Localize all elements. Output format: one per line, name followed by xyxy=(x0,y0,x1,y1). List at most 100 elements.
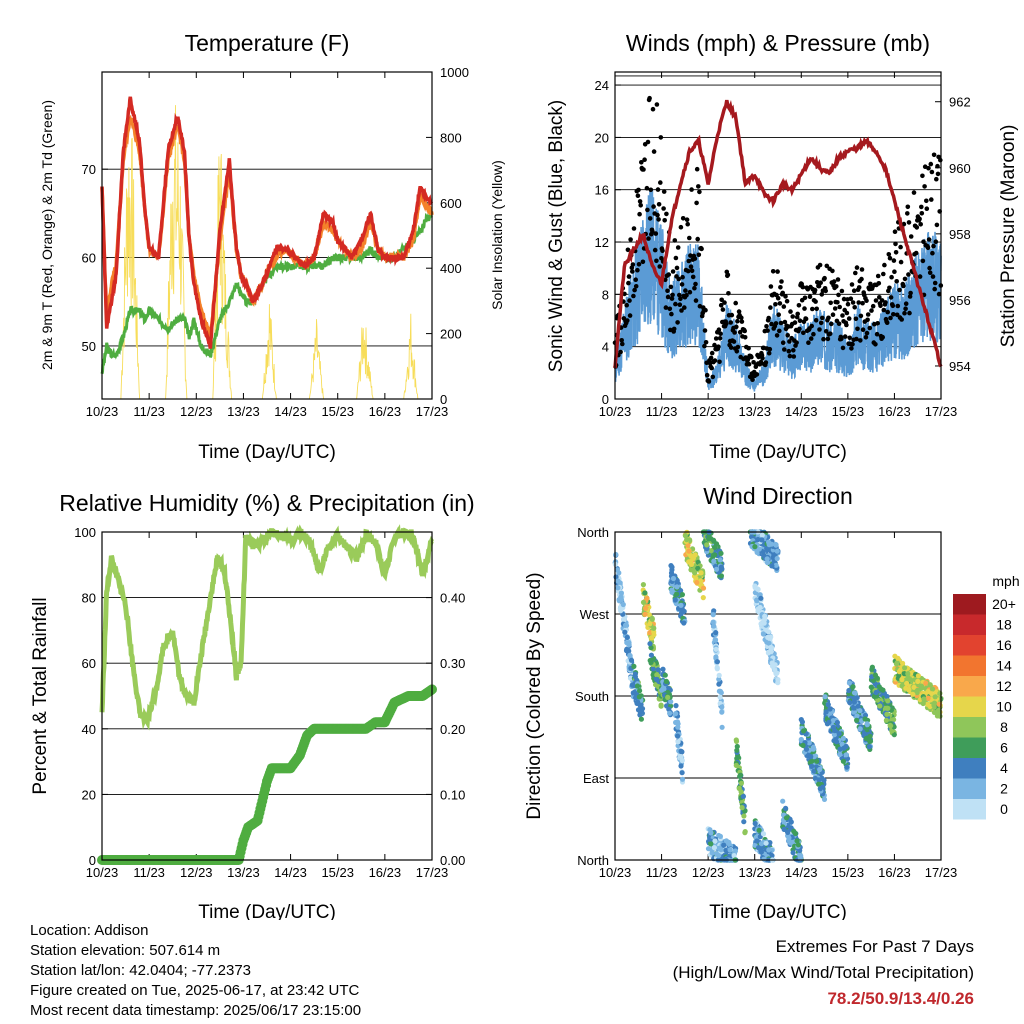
direction-point xyxy=(678,602,684,608)
gust-point xyxy=(657,264,662,269)
direction-point xyxy=(816,781,822,787)
direction-point xyxy=(851,696,858,703)
direction-point xyxy=(768,644,774,650)
gust-point xyxy=(858,338,863,343)
gust-point xyxy=(625,318,630,323)
direction-point xyxy=(738,780,745,786)
gust-point xyxy=(890,303,896,309)
gust-point xyxy=(849,282,855,287)
gust-point xyxy=(780,290,785,296)
humidity-ylabel: Percent & Total Rainfall xyxy=(30,597,51,794)
gust-point xyxy=(902,310,907,316)
direction-ylabel: Direction (Colored By Speed) xyxy=(524,572,545,819)
gust-point xyxy=(679,308,684,313)
direction-point xyxy=(905,671,911,677)
gust-point xyxy=(797,318,803,324)
gust-point xyxy=(782,319,788,325)
gust-point xyxy=(785,333,790,338)
speed-legend: mph 20+ 18 16 14 12 10 8 6 4 2 0 xyxy=(953,573,1020,820)
gust-points xyxy=(612,95,944,384)
direction-point xyxy=(885,705,891,711)
y2-tick-label: 800 xyxy=(440,130,462,145)
direction-point xyxy=(762,613,768,620)
direction-point xyxy=(714,659,721,665)
gust-point xyxy=(845,301,851,307)
y-tick-label: North xyxy=(577,853,609,868)
direction-point xyxy=(826,719,832,726)
gust-point xyxy=(930,250,935,256)
gust-point xyxy=(921,239,926,244)
direction-point xyxy=(752,544,758,550)
gust-point xyxy=(865,312,871,317)
direction-point xyxy=(684,537,690,543)
gust-point xyxy=(630,262,636,267)
direction-point xyxy=(651,625,657,631)
gust-point xyxy=(918,222,923,227)
x-tick-label: 15/23 xyxy=(321,865,354,880)
direction-point xyxy=(806,740,812,746)
gust-point xyxy=(869,308,874,313)
gust-point xyxy=(697,189,702,195)
direction-point xyxy=(653,682,659,688)
gust-point xyxy=(647,216,653,221)
gust-point xyxy=(673,255,679,261)
gust-point xyxy=(810,306,815,312)
direction-point xyxy=(673,703,679,709)
extremes-subtitle: (High/Low/Max Wind/Total Precipitation) xyxy=(672,963,974,982)
gust-point xyxy=(791,348,796,353)
y2-tick-label: 0 xyxy=(440,392,447,407)
direction-point xyxy=(679,757,685,764)
gust-point xyxy=(703,340,709,345)
gust-point xyxy=(784,298,790,304)
legend-label: 8 xyxy=(1000,719,1008,735)
gust-point xyxy=(734,349,740,354)
direction-point xyxy=(797,847,803,854)
gust-point xyxy=(653,231,659,236)
gust-point xyxy=(849,346,854,351)
gust-point xyxy=(638,203,643,208)
gust-point xyxy=(819,292,825,297)
y-tick-label: 50 xyxy=(82,339,96,354)
y-tick-label: 4 xyxy=(602,340,609,355)
gust-point xyxy=(892,229,898,234)
gust-point xyxy=(695,236,700,242)
direction-point xyxy=(704,546,710,552)
direction-point xyxy=(679,770,685,776)
gust-point xyxy=(658,135,664,140)
direction-point xyxy=(915,673,922,679)
direction-point xyxy=(759,532,765,538)
gust-point xyxy=(905,204,911,210)
gust-point xyxy=(894,279,899,284)
direction-point xyxy=(647,630,653,636)
gust-point xyxy=(630,269,635,274)
direction-point xyxy=(773,562,779,568)
direction-point xyxy=(760,831,767,837)
gust-point xyxy=(878,303,883,309)
direction-point xyxy=(783,815,790,821)
direction-point xyxy=(638,710,644,716)
direction-point xyxy=(742,830,748,836)
gust-point xyxy=(935,163,940,169)
gust-point xyxy=(641,167,646,172)
gust-point xyxy=(817,262,823,268)
direction-point xyxy=(811,768,817,774)
gust-point xyxy=(722,300,727,305)
gust-point xyxy=(685,221,690,227)
direction-point xyxy=(678,748,684,754)
direction-point xyxy=(899,676,905,683)
gust-point xyxy=(794,340,799,345)
gust-point xyxy=(776,312,781,318)
gust-point xyxy=(654,102,660,107)
direction-point xyxy=(711,845,718,851)
direction-point xyxy=(663,678,670,685)
gust-point xyxy=(694,166,700,172)
gust-point xyxy=(807,294,813,300)
gust-point xyxy=(703,307,708,313)
direction-point xyxy=(927,682,933,688)
y-tick-label: 80 xyxy=(82,591,96,606)
direction-point xyxy=(675,724,681,730)
direction-point xyxy=(769,563,775,569)
gust-point xyxy=(648,187,654,193)
gust-point xyxy=(733,300,738,306)
direction-point xyxy=(783,805,789,812)
